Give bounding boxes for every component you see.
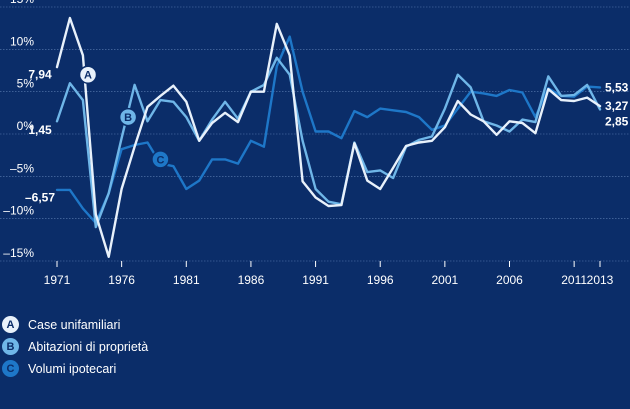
start-labels: 7,94 1,45 –6,57 [25, 68, 55, 205]
x-tick-labels: 1971 1976 1981 1986 1991 1996 2001 2006 2011 2013 [44, 273, 614, 287]
y-tick-label: 5% [17, 77, 35, 91]
y-tick-label: 15% [10, 0, 34, 6]
series-badge-letter: C [156, 154, 164, 166]
x-tick-label: 1991 [302, 273, 329, 287]
x-tick-label: 2006 [496, 273, 523, 287]
end-labels: 3,272,85 5,53 [605, 80, 629, 128]
series-line-c [55, 35, 602, 225]
series-badges: A B C [78, 65, 170, 169]
x-tick-marks [56, 261, 601, 267]
x-tick-label: 1996 [367, 273, 394, 287]
x-tick-label: 1981 [173, 273, 200, 287]
x-tick-label: 1971 [44, 273, 71, 287]
legend-item-abitazioni-di-proprieta: B Abitazioni di proprietà [2, 338, 148, 355]
series-badge-a [78, 65, 98, 84]
end-label: 5,53 [605, 80, 629, 94]
legend-label: Volumi ipotecari [28, 361, 117, 376]
legend-label: Case unifamiliari [28, 317, 121, 332]
y-tick-label: 10% [10, 34, 34, 48]
start-label: –6,57 [25, 191, 55, 205]
line-chart: 15%10%5%0%–5%–10%–15% 197119761981198619… [0, 0, 630, 287]
x-tick-label: 2001 [432, 273, 459, 287]
x-tick-label: 2011 [561, 273, 587, 287]
x-tick-label: 2013 [587, 273, 614, 287]
y-tick-label: –15% [3, 246, 34, 260]
series-badge-letter: A [84, 70, 92, 82]
legend-badge-a: A [2, 316, 19, 333]
x-tick-label: 1986 [238, 273, 265, 287]
legend-badge-c: C [2, 360, 19, 377]
end-label: 2,85 [605, 114, 629, 128]
series-badge-b [118, 107, 138, 127]
y-tick-label: 0% [17, 119, 35, 133]
start-label: 7,94 [28, 68, 52, 82]
series-line-b [55, 56, 602, 229]
x-tick-label: 1976 [108, 273, 135, 287]
y-tick-labels: 15% 10% 5% 0% –5% –10% –15% [3, 0, 34, 260]
legend-item-volumi-ipotecari: C Volumi ipotecari [2, 360, 148, 377]
start-label: 1,45 [28, 123, 52, 137]
legend-label: Abitazioni di proprietà [28, 339, 149, 354]
end-label: 3,27 [605, 99, 629, 113]
series-lines [55, 16, 602, 258]
series-line-a [55, 16, 602, 258]
y-tick-label: –10% [3, 204, 34, 218]
legend: A Case unifamiliari B Abitazioni di prop… [2, 316, 148, 377]
series-badge-letter: B [124, 112, 132, 124]
legend-item-case-unifamiliari: A Case unifamiliari [2, 316, 148, 333]
legend-badge-b: B [2, 338, 19, 355]
y-tick-label: –5% [10, 161, 34, 175]
series-badge-c [151, 150, 170, 169]
grid-lines [0, 6, 630, 262]
